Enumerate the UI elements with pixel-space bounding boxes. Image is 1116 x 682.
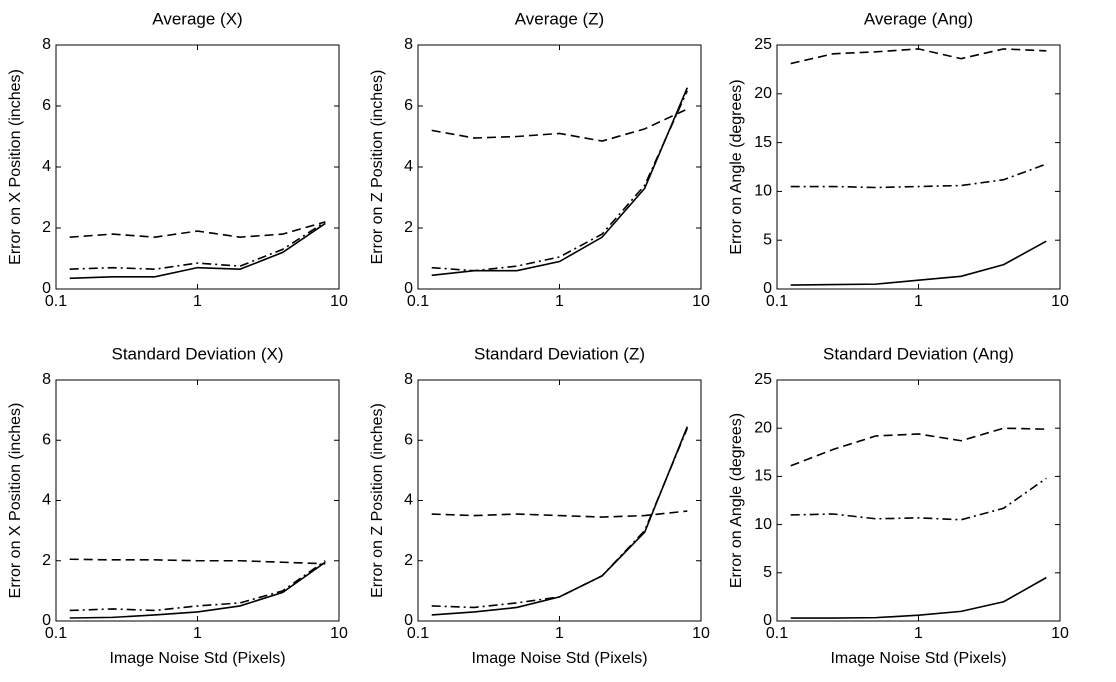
y-tick-label: 0 — [42, 280, 51, 297]
chart-title: Standard Deviation (Z) — [474, 344, 645, 363]
x-tick-label: 0.1 — [766, 625, 788, 642]
chart-title: Standard Deviation (X) — [112, 344, 284, 363]
series-line — [790, 477, 1047, 521]
y-tick-label: 6 — [42, 431, 51, 448]
x-tick-label: 1 — [193, 293, 202, 310]
y-tick-label: 4 — [404, 492, 413, 509]
y-tick-label: 8 — [404, 36, 413, 53]
y-axis-label: Error on X Position (inches) — [7, 403, 24, 599]
x-tick-label: 10 — [330, 293, 348, 310]
x-tick-label: 0.1 — [45, 293, 67, 310]
y-tick-label: 4 — [42, 158, 51, 175]
x-axis-label: Image Noise Std (Pixels) — [109, 650, 285, 667]
y-tick-label: 4 — [42, 492, 51, 509]
series-line — [431, 108, 688, 142]
y-tick-label: 25 — [754, 371, 772, 388]
series-line — [69, 222, 326, 280]
chart-title: Average (Z) — [515, 9, 604, 28]
series-line — [790, 48, 1047, 65]
x-tick-label: 10 — [1051, 293, 1069, 310]
x-tick-label: 1 — [555, 293, 564, 310]
y-tick-label: 6 — [404, 97, 413, 114]
y-axis-label: Error on Z Position (inches) — [369, 403, 386, 598]
axes-box — [55, 44, 340, 290]
y-tick-label: 10 — [754, 516, 772, 533]
y-tick-label: 15 — [754, 134, 772, 151]
y-tick-label: 0 — [404, 280, 413, 297]
axes-box — [55, 379, 340, 622]
series-line — [69, 560, 326, 612]
x-tick-label: 0.1 — [407, 293, 429, 310]
y-tick-label: 6 — [42, 97, 51, 114]
y-tick-label: 0 — [42, 612, 51, 629]
axes-box — [417, 379, 702, 622]
y-tick-label: 0 — [763, 612, 772, 629]
y-tick-label: 2 — [404, 552, 413, 569]
y-tick-label: 0 — [763, 280, 772, 297]
y-tick-label: 5 — [763, 231, 772, 248]
y-tick-label: 6 — [404, 431, 413, 448]
series-line — [790, 163, 1047, 189]
y-tick-label: 8 — [42, 371, 51, 388]
y-tick-label: 20 — [754, 419, 772, 436]
y-tick-label: 4 — [404, 158, 413, 175]
y-tick-label: 2 — [42, 219, 51, 236]
series-line — [790, 427, 1047, 467]
axes-box — [417, 44, 702, 290]
x-tick-label: 0.1 — [766, 293, 788, 310]
y-axis-label: Error on Z Position (inches) — [369, 70, 386, 265]
x-axis-label: Image Noise Std (Pixels) — [471, 650, 647, 667]
y-tick-label: 2 — [404, 219, 413, 236]
x-tick-label: 10 — [330, 625, 348, 642]
series-line — [431, 87, 689, 277]
y-tick-label: 5 — [763, 564, 772, 581]
series-line — [69, 221, 326, 238]
chart-title: Average (X) — [152, 9, 242, 28]
y-tick-label: 8 — [42, 36, 51, 53]
x-tick-label: 1 — [914, 625, 923, 642]
y-axis-label: Error on Angle (degrees) — [728, 79, 745, 254]
y-tick-label: 8 — [404, 371, 413, 388]
x-tick-label: 10 — [692, 293, 710, 310]
x-axis-label: Image Noise Std (Pixels) — [830, 650, 1006, 667]
y-tick-label: 10 — [754, 183, 772, 200]
y-axis-label: Error on X Position (inches) — [7, 69, 24, 265]
axes-box — [776, 44, 1061, 290]
y-tick-label: 15 — [754, 468, 772, 485]
y-tick-label: 0 — [404, 612, 413, 629]
y-axis-label: Error on Angle (degrees) — [728, 413, 745, 588]
axes-box — [776, 379, 1061, 622]
x-tick-label: 1 — [193, 625, 202, 642]
y-tick-label: 2 — [42, 552, 51, 569]
series-line — [69, 558, 326, 565]
series-line — [431, 90, 689, 272]
series-line — [69, 221, 326, 270]
chart-title: Average (Ang) — [864, 9, 973, 28]
y-tick-label: 25 — [754, 36, 772, 53]
chart-title: Standard Deviation (Ang) — [823, 344, 1014, 363]
series-line — [69, 561, 326, 619]
x-tick-label: 10 — [692, 625, 710, 642]
x-tick-label: 1 — [914, 293, 923, 310]
x-tick-label: 0.1 — [45, 625, 67, 642]
series-line — [790, 240, 1047, 286]
x-tick-label: 0.1 — [407, 625, 429, 642]
x-tick-label: 10 — [1051, 625, 1069, 642]
series-line — [790, 576, 1047, 619]
series-line — [431, 427, 689, 609]
y-tick-label: 20 — [754, 85, 772, 102]
x-tick-label: 1 — [555, 625, 564, 642]
series-line — [431, 510, 688, 518]
